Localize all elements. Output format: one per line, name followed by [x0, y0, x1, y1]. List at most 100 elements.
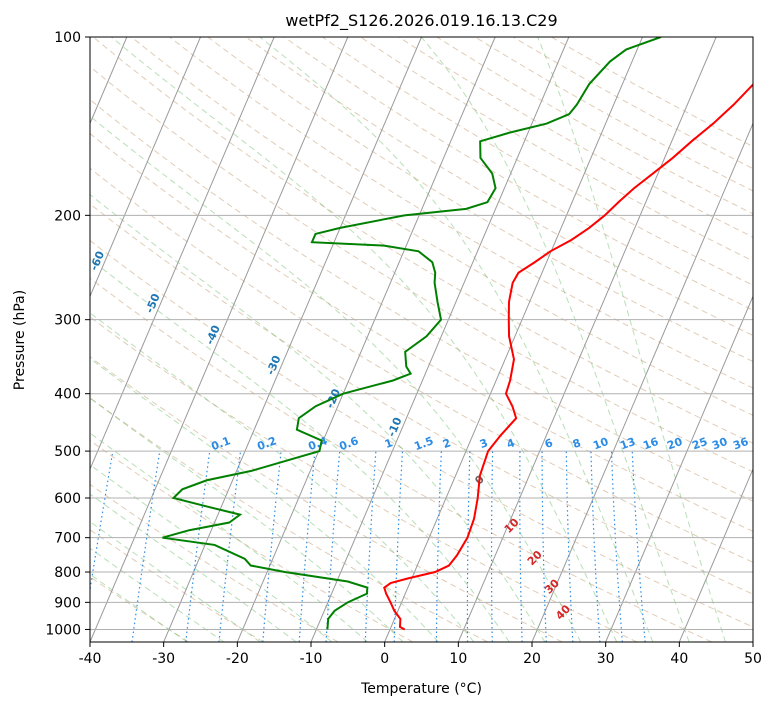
- mixing-ratio-label: 30: [710, 435, 729, 453]
- moist-adiabat: [90, 521, 261, 642]
- dry-adiabat: [90, 316, 638, 642]
- mixing-ratio-label: 16: [641, 435, 660, 453]
- isotherm: [457, 37, 717, 642]
- isotherm-label: -70: [36, 197, 56, 221]
- mixing-ratio-line: [610, 451, 623, 642]
- moist-adiabat-label: 30: [542, 576, 562, 596]
- mixing-ratio-line: [364, 451, 377, 642]
- dry-adiabat: [90, 203, 753, 595]
- moist-adiabat: [110, 37, 618, 642]
- dry-adiabat: [90, 439, 414, 642]
- mixing-ratio-line: [90, 450, 114, 594]
- isotherm: [531, 122, 753, 642]
- mixing-ratio-label: 4: [505, 436, 517, 451]
- moist-adiabat: [259, 37, 654, 642]
- mixing-ratio-label: 0.2: [255, 434, 278, 453]
- y-tick-label: 800: [54, 565, 81, 581]
- isotherm-label: -80: [0, 128, 12, 152]
- moist-adiabat: [90, 312, 475, 642]
- y-tick-label: 500: [54, 444, 81, 460]
- y-tick-label: 300: [54, 313, 81, 329]
- temperature-profile-line: [383, 83, 753, 631]
- mixing-ratio-line: [262, 451, 282, 642]
- moist-adiabat-label: 20: [525, 548, 545, 568]
- dry-adiabat: [90, 65, 753, 473]
- dry-adiabat: [92, 37, 753, 444]
- isotherm: [90, 37, 275, 471]
- y-tick-label: 1000: [45, 622, 81, 638]
- dry-adiabat: [131, 37, 753, 416]
- isotherm: [605, 295, 753, 642]
- y-tick-label: 100: [54, 30, 81, 46]
- mixing-ratio-label: 36: [731, 435, 750, 453]
- plot-area: -100-90-80-70-60-50-40-30-20-10010203040…: [0, 37, 753, 642]
- x-tick-label: 30: [597, 651, 615, 667]
- dry-adiabat: [90, 576, 190, 642]
- mixing-ratio-label: 6: [543, 436, 555, 451]
- x-tick-label: 20: [523, 651, 541, 667]
- mixing-ratio-line: [466, 451, 471, 642]
- y-axis-label: Pressure (hPa): [12, 290, 28, 390]
- x-tick-label: 40: [670, 651, 688, 667]
- isotherm: [678, 467, 753, 642]
- x-axis-label: Temperature (°C): [360, 681, 482, 697]
- moist-adiabat: [90, 194, 546, 642]
- dry-adiabat: [90, 239, 753, 628]
- mixing-ratio-label: 13: [618, 435, 637, 452]
- dry-adiabat: [169, 37, 753, 389]
- mixing-ratio-line: [565, 451, 574, 642]
- mixing-ratio-label: 8: [571, 436, 583, 451]
- isotherm-label: -50: [143, 291, 163, 315]
- mixing-ratio-line: [541, 451, 547, 642]
- isotherm: [163, 37, 422, 642]
- mixing-ratio-line: [218, 451, 242, 642]
- plot-frame: [89, 36, 754, 643]
- moist-adiabat: [90, 464, 333, 642]
- axes: -40 -30 -20 -10 0 10 20 30 40 5010020030040050060…: [45, 30, 762, 667]
- mixing-ratio-line: [325, 451, 341, 642]
- isotherm-label: -10: [385, 415, 405, 439]
- mixing-ratio-label: 20: [665, 435, 684, 453]
- isotherm: [310, 37, 570, 642]
- mixing-ratio-line: [298, 451, 316, 642]
- moist-adiabat: [420, 37, 690, 642]
- y-tick-label: 700: [54, 531, 81, 547]
- dry-adiabat: [207, 37, 753, 363]
- moist-adiabat: [90, 397, 404, 642]
- mixing-ratio-line: [490, 451, 494, 642]
- y-tick-label: 400: [54, 387, 81, 403]
- x-tick-label: 10: [449, 651, 467, 667]
- dry-adiabat: [90, 132, 753, 532]
- y-tick-label: 200: [54, 208, 81, 224]
- moist-adiabat: [90, 258, 510, 642]
- dry-adiabat: [90, 277, 712, 642]
- dry-adiabat: [90, 356, 563, 642]
- isotherm: [752, 640, 753, 642]
- mixing-ratio-label: 2: [441, 436, 453, 451]
- mixing-ratio-label: 25: [690, 435, 709, 452]
- mixing-ratio-line: [631, 451, 646, 642]
- moist-adiabat: [90, 573, 188, 642]
- mixing-ratio-line: [435, 451, 442, 642]
- moist-adiabat: [90, 432, 368, 642]
- isotherm-label: -30: [264, 353, 284, 377]
- mixing-ratio-label: 3: [478, 436, 490, 451]
- mixing-ratio-line: [185, 451, 211, 642]
- y-tick-label: 600: [54, 491, 81, 507]
- dry-adiabat: [90, 167, 753, 563]
- x-tick-label: -40: [79, 651, 102, 667]
- dry-adiabat: [436, 37, 753, 215]
- chart-title: wetPf2_S126.2026.019.16.13.C29: [285, 11, 557, 31]
- mixing-ratio-label: 1.5: [412, 434, 435, 453]
- isotherm: [236, 37, 496, 642]
- moist-adiabat: [90, 547, 225, 642]
- moist-adiabat: [90, 115, 582, 642]
- mixing-ratio-label: 0.4: [306, 434, 329, 453]
- mixing-ratio-label: 1: [383, 436, 395, 451]
- moist-adiabat: [537, 37, 727, 642]
- moist-adiabat: [90, 493, 297, 642]
- dry-adiabat: [90, 397, 488, 642]
- dry-adiabat: [90, 99, 753, 502]
- mixing-ratio-line: [131, 451, 161, 642]
- mixing-ratio-line: [393, 451, 404, 642]
